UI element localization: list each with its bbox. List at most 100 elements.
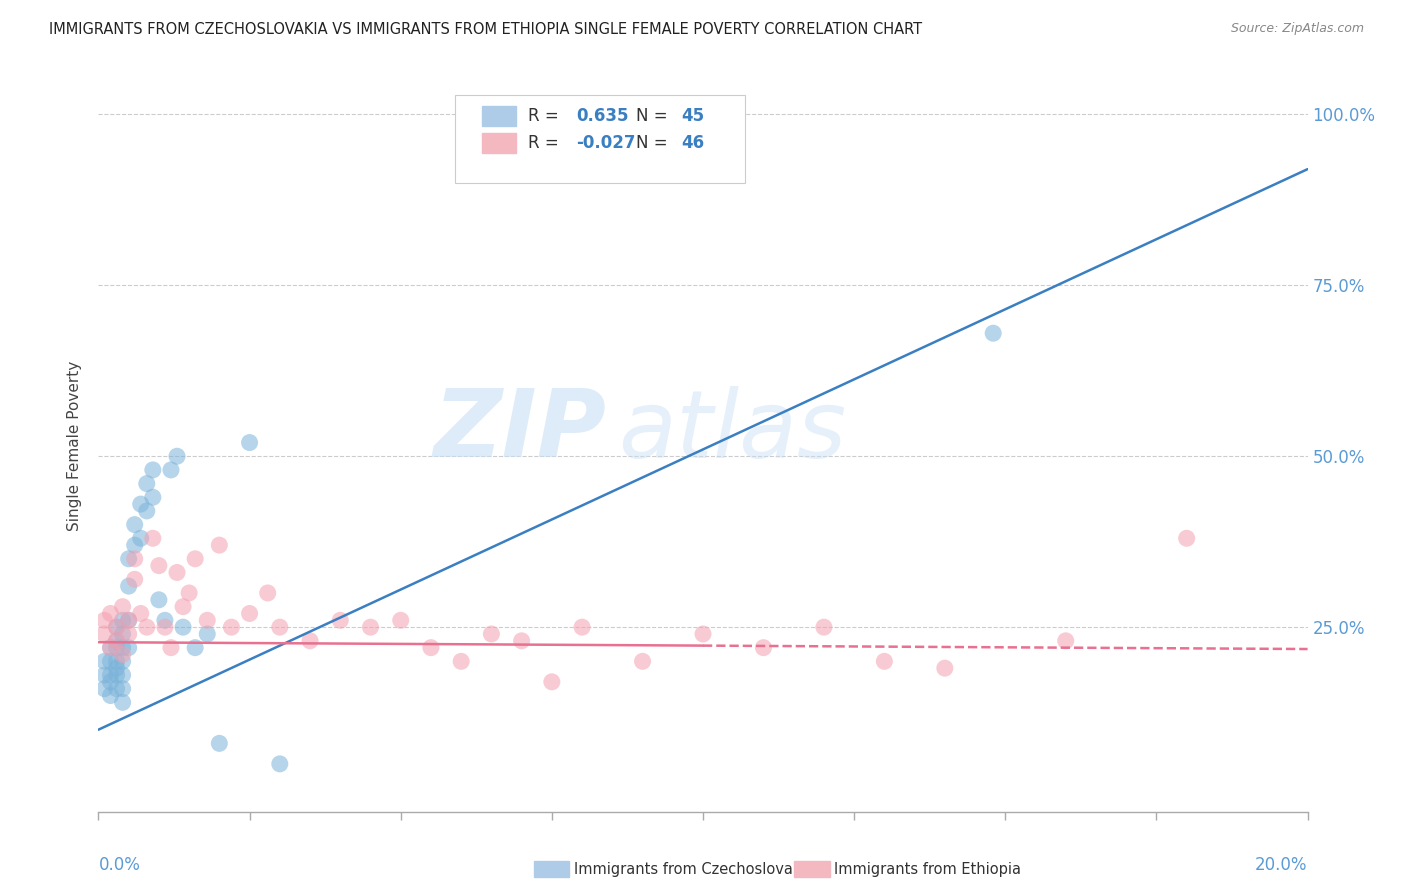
Point bbox=[752, 640, 775, 655]
Point bbox=[153, 613, 176, 627]
Point bbox=[105, 620, 128, 634]
Text: R =: R = bbox=[527, 134, 564, 153]
Point bbox=[153, 620, 176, 634]
Point bbox=[105, 681, 128, 696]
Point bbox=[111, 695, 134, 709]
Point bbox=[124, 517, 146, 532]
Text: 0.0%: 0.0% bbox=[98, 855, 141, 873]
Point bbox=[256, 586, 278, 600]
Point bbox=[389, 613, 412, 627]
Point bbox=[692, 627, 714, 641]
Point bbox=[179, 586, 201, 600]
Point bbox=[239, 607, 262, 621]
Point bbox=[1054, 633, 1077, 648]
Point bbox=[100, 654, 122, 668]
Point bbox=[873, 654, 896, 668]
Point bbox=[93, 613, 115, 627]
Text: -0.027: -0.027 bbox=[576, 134, 636, 153]
Point bbox=[111, 648, 134, 662]
Text: 46: 46 bbox=[682, 134, 704, 153]
Point bbox=[184, 551, 207, 566]
Point bbox=[124, 551, 146, 566]
Point bbox=[172, 599, 194, 614]
Point bbox=[299, 633, 322, 648]
Point bbox=[184, 640, 207, 655]
Point bbox=[129, 607, 152, 621]
Text: ZIP: ZIP bbox=[433, 385, 606, 477]
Point bbox=[118, 551, 141, 566]
Point bbox=[934, 661, 956, 675]
Point bbox=[631, 654, 654, 668]
Point bbox=[269, 620, 291, 634]
Point bbox=[208, 538, 231, 552]
Point bbox=[93, 627, 115, 641]
Point bbox=[124, 572, 146, 586]
FancyBboxPatch shape bbox=[482, 133, 516, 153]
Point bbox=[105, 668, 128, 682]
Point bbox=[135, 504, 157, 518]
Point bbox=[105, 620, 128, 634]
Text: N =: N = bbox=[637, 107, 673, 125]
Point bbox=[100, 689, 122, 703]
Point bbox=[111, 640, 134, 655]
Point bbox=[100, 640, 122, 655]
Point bbox=[481, 627, 503, 641]
Point bbox=[142, 531, 165, 545]
Point bbox=[118, 627, 141, 641]
Point bbox=[571, 620, 593, 634]
Point bbox=[540, 674, 562, 689]
Point bbox=[118, 613, 141, 627]
Point bbox=[111, 681, 134, 696]
Point bbox=[221, 620, 243, 634]
Point bbox=[100, 674, 122, 689]
FancyBboxPatch shape bbox=[456, 95, 745, 183]
Text: Immigrants from Ethiopia: Immigrants from Ethiopia bbox=[834, 863, 1021, 877]
Point bbox=[105, 633, 128, 648]
Point bbox=[111, 599, 134, 614]
Point bbox=[172, 620, 194, 634]
Point bbox=[124, 538, 146, 552]
Point bbox=[135, 476, 157, 491]
Text: R =: R = bbox=[527, 107, 564, 125]
Text: 0.635: 0.635 bbox=[576, 107, 628, 125]
Point bbox=[93, 654, 115, 668]
Point bbox=[100, 640, 122, 655]
Point bbox=[118, 640, 141, 655]
Point bbox=[111, 613, 134, 627]
Point bbox=[100, 607, 122, 621]
Point bbox=[93, 668, 115, 682]
Point bbox=[111, 627, 134, 641]
Point bbox=[93, 681, 115, 696]
Text: Immigrants from Czechoslovakia: Immigrants from Czechoslovakia bbox=[574, 863, 814, 877]
Point bbox=[142, 463, 165, 477]
Text: 45: 45 bbox=[682, 107, 704, 125]
Point bbox=[129, 531, 152, 545]
Point bbox=[420, 640, 443, 655]
Point bbox=[111, 654, 134, 668]
Point bbox=[269, 756, 291, 771]
Text: N =: N = bbox=[637, 134, 673, 153]
Point bbox=[208, 736, 231, 750]
Point bbox=[111, 668, 134, 682]
Point bbox=[510, 633, 533, 648]
Point bbox=[118, 579, 141, 593]
Text: 20.0%: 20.0% bbox=[1256, 855, 1308, 873]
Point bbox=[239, 435, 262, 450]
Point bbox=[142, 490, 165, 504]
Point bbox=[105, 640, 128, 655]
Point bbox=[195, 613, 218, 627]
Point bbox=[148, 592, 170, 607]
Point bbox=[160, 463, 183, 477]
Point bbox=[195, 627, 218, 641]
Point bbox=[129, 497, 152, 511]
Point bbox=[329, 613, 352, 627]
Point bbox=[105, 654, 128, 668]
Point bbox=[105, 661, 128, 675]
Point bbox=[148, 558, 170, 573]
Point bbox=[166, 449, 188, 463]
Point bbox=[813, 620, 835, 634]
Text: Source: ZipAtlas.com: Source: ZipAtlas.com bbox=[1230, 22, 1364, 36]
FancyBboxPatch shape bbox=[482, 106, 516, 127]
Point bbox=[100, 668, 122, 682]
Y-axis label: Single Female Poverty: Single Female Poverty bbox=[67, 361, 83, 531]
